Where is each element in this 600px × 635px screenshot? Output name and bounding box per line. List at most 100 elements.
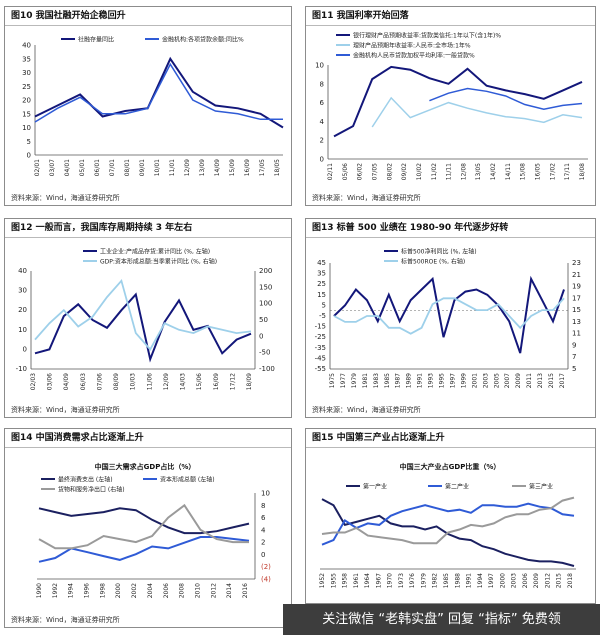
- y-tick-label-right: 17: [572, 294, 581, 302]
- x-tick-label: 2016: [242, 583, 249, 598]
- x-tick-label: 02/01: [34, 159, 41, 176]
- y-tick-label: 5: [27, 138, 31, 146]
- x-tick-label: 14/03: [180, 373, 187, 390]
- x-tick-label: 2002: [131, 583, 138, 598]
- x-tick-label: 08/09: [113, 373, 120, 390]
- x-tick-label: 1976: [409, 573, 416, 588]
- y-tick-label-right: 0: [261, 551, 265, 559]
- x-tick-label: 14/02: [490, 163, 497, 180]
- legend-item-1-label: 第一产业: [363, 483, 387, 491]
- x-tick-label: 1994: [68, 583, 75, 598]
- source-note: 资料来源：Wind，海通证券研究所: [11, 194, 120, 202]
- x-tick-label: 03/07: [49, 159, 56, 176]
- x-tick-label: 17/11: [564, 163, 571, 180]
- x-tick-label: 12/09: [163, 373, 170, 390]
- series-line-3: [38, 503, 249, 550]
- x-tick-label: 10/03: [130, 373, 137, 390]
- series-line-1: [34, 56, 284, 129]
- panel-title: 图15 中国第三产业占比逐渐上升: [306, 429, 595, 448]
- x-tick-label: 18/09: [246, 373, 253, 390]
- y-tick-label-right: 100: [259, 300, 272, 308]
- x-tick-label: 1981: [362, 373, 369, 388]
- x-tick-label: 11/02: [431, 163, 438, 180]
- x-tick-label: 1982: [432, 573, 439, 588]
- y-tick-label-right: 2: [261, 539, 265, 547]
- watermark-banner: 关注微信 “老韩实盘” 回复 “指标” 免费领: [283, 604, 600, 635]
- y-tick-label-right: 6: [261, 514, 266, 522]
- x-tick-label: 09/02: [401, 163, 408, 180]
- x-tick-label: 1994: [477, 573, 484, 588]
- legend-item-2-label: GDP:资本形成总额:当季累计同比 (%, 右轴): [100, 258, 217, 266]
- legend-item-3-label: 第三产业: [529, 483, 553, 491]
- source-note: 资料来源：Wind，海通证券研究所: [11, 406, 120, 414]
- panel-title: 图10 我国社融开始企稳回升: [5, 7, 291, 26]
- x-tick-label: 10/01: [154, 159, 161, 176]
- legend-item-1-label: 社融存量同比: [78, 36, 114, 44]
- x-tick-label: 1955: [330, 573, 337, 588]
- x-tick-label: 1977: [340, 373, 347, 388]
- series-line-3: [429, 87, 583, 110]
- y-tick-label: 2: [320, 137, 324, 145]
- x-tick-label: 1998: [99, 583, 106, 598]
- x-tick-label: 07/06: [96, 373, 103, 390]
- y-tick-label-left: 30: [18, 287, 27, 295]
- series-line-1: [333, 65, 583, 138]
- y-tick-label-right: 10: [261, 490, 270, 498]
- y-tick-label-left: 0: [23, 345, 27, 353]
- y-tick-label-right: 23: [572, 259, 581, 267]
- x-tick-label: 15/09: [229, 159, 236, 176]
- y-tick-label-right: 50: [259, 316, 268, 324]
- y-tick-label-right: 4: [261, 526, 266, 534]
- x-tick-label: 02/11: [327, 163, 334, 180]
- series-line-1: [333, 275, 565, 354]
- x-tick-label: 1997: [449, 373, 456, 388]
- panel-social-financing: 图10 我国社融开始企稳回升 0 5 10 15 20 25 30 35 40 02/01 03/0…: [4, 6, 292, 206]
- x-tick-label: 2000: [499, 573, 506, 588]
- y-tick-label: 4: [320, 118, 325, 126]
- chart-demand-share: 中国三大需求占GDP占比（%） 10 8 6 4 2 0 (2) (4) 1990 1992 1994…: [36, 462, 271, 598]
- series-line-1: [321, 498, 575, 567]
- x-tick-label: 2009: [515, 373, 522, 388]
- x-tick-label: 1992: [52, 583, 59, 598]
- series-line-1: [34, 292, 252, 363]
- chart-sp500: 45 35 25 15 5 -5 -15 -25 -35 -45 -55 23 21 19 17 15 13 11…: [315, 248, 581, 389]
- x-tick-label: 1983: [373, 373, 380, 388]
- y-tick-label-left: -5: [319, 312, 326, 320]
- y-tick-label-right: (4): [261, 576, 271, 584]
- series-line-2: [321, 502, 575, 546]
- series-line-3: [321, 496, 575, 545]
- y-tick-label: 15: [22, 110, 31, 118]
- panel-sp500: 图13 标普 500 业绩在 1980-90 年代逐步好转 45 35 25 15 5 -…: [305, 218, 596, 418]
- y-tick-label-left: 35: [317, 270, 326, 278]
- x-tick-label: 11/01: [169, 159, 176, 176]
- y-tick-label-right: 8: [261, 502, 265, 510]
- x-tick-label: 15/08: [520, 163, 527, 180]
- legend-item-1-label: 最终消费支出 (左轴): [58, 476, 113, 484]
- panel-title: 图13 标普 500 业绩在 1980-90 年代逐步好转: [306, 219, 595, 238]
- x-tick-label: 1985: [384, 373, 391, 388]
- x-tick-label: 1979: [351, 373, 358, 388]
- x-tick-label: 1961: [353, 573, 360, 588]
- x-tick-label: 05/01: [79, 159, 86, 176]
- x-tick-label: 13/09: [199, 159, 206, 176]
- source-note: 资料来源：Wind，海通证券研究所: [312, 406, 421, 414]
- legend-item-1-label: 银行理财产品预期收益率:货款类信托:1年以下(含1年)%: [353, 32, 501, 40]
- x-tick-label: 06/01: [94, 159, 101, 176]
- y-tick-label: 0: [27, 152, 31, 160]
- chart-social-financing: 0 5 10 15 20 25 30 35 40 02/01 03/07 04/01 05/01 06/0…: [22, 36, 284, 176]
- y-tick-label: 0: [320, 156, 324, 164]
- series-line-2: [371, 96, 583, 128]
- y-tick-label-left: 15: [317, 291, 326, 299]
- y-tick-label-right: 0: [259, 332, 263, 340]
- x-tick-label: 1967: [375, 573, 382, 588]
- x-tick-label: 2006: [522, 573, 529, 588]
- x-tick-label: 17/05: [259, 159, 266, 176]
- x-tick-label: 08/02: [386, 163, 393, 180]
- y-tick-label-left: 5: [322, 301, 326, 309]
- panel-title: 图12 一般而言，我国库存周期持续 3 年左右: [5, 219, 291, 238]
- y-tick-label: 30: [22, 69, 31, 77]
- x-tick-label: 16/05: [535, 163, 542, 180]
- x-tick-label: 13/05: [475, 163, 482, 180]
- chart-interest-rate: 0 2 4 6 8 10 02/11 05/06 06/02 07/05 08/02 09/02 10/…: [315, 32, 588, 180]
- y-tick-label: 10: [22, 124, 31, 132]
